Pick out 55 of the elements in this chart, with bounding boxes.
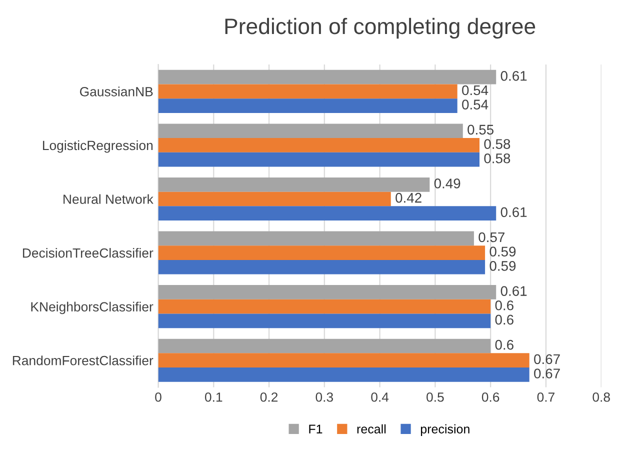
data-label: 0.54 [462, 100, 488, 110]
x-tick-label: 0.5 [426, 392, 444, 402]
legend-label: recall [357, 424, 386, 434]
data-label: 0.59 [490, 246, 516, 257]
x-tick-label: 0.1 [204, 392, 222, 402]
data-label: 0.6 [495, 300, 514, 310]
data-label: 0.59 [490, 261, 516, 271]
y-tick-label: GaussianNB [80, 86, 153, 96]
bar [158, 353, 530, 368]
data-label: 0.57 [478, 232, 504, 242]
bar [158, 246, 486, 260]
x-tick-label: 0.6 [482, 392, 500, 402]
x-tick-label: 0 [155, 392, 162, 402]
bar [158, 368, 530, 382]
data-label: 0.58 [484, 139, 510, 149]
x-tick-label: 0.3 [316, 392, 334, 402]
bar [158, 285, 496, 300]
bar [158, 206, 496, 221]
data-label: 0.61 [500, 286, 527, 296]
data-label: 0.55 [468, 124, 494, 135]
bar [158, 98, 458, 113]
bar [158, 177, 430, 192]
y-tick-label: LogisticRegression [43, 140, 153, 153]
bar [158, 124, 463, 138]
y-tick-label: KNeighborsClassifier [31, 302, 154, 314]
data-label: 0.6 [495, 314, 514, 325]
data-label: 0.42 [396, 192, 422, 203]
x-tick-label: 0.4 [371, 392, 389, 402]
y-tick-label: DecisionTreeClassifier [22, 248, 154, 258]
bar [158, 152, 480, 167]
legend-label: precision [420, 424, 470, 436]
data-label: 0.54 [462, 85, 488, 96]
data-label: 0.61 [500, 207, 527, 218]
bar [158, 299, 491, 314]
data-label: 0.58 [484, 153, 510, 164]
bar [158, 314, 491, 328]
y-tick-label: Neural Network [64, 194, 154, 204]
data-label: 0.67 [534, 368, 560, 378]
data-label: 0.67 [534, 354, 560, 364]
bar [158, 192, 391, 206]
bar [158, 70, 496, 84]
bar [158, 338, 491, 354]
data-label: 0.49 [434, 178, 460, 188]
data-label: 0.6 [495, 340, 514, 350]
bar [158, 231, 474, 246]
x-tick-label: 0.7 [537, 392, 554, 402]
x-tick-label: 0.2 [260, 392, 278, 402]
data-label: 0.61 [500, 70, 527, 81]
chart-title: Prediction of completing degree [225, 18, 536, 39]
bar [158, 84, 458, 99]
x-tick-label: 0.8 [592, 392, 610, 402]
y-tick-label: RandomForestClassifier [12, 356, 154, 366]
bar [158, 138, 480, 152]
bar [158, 260, 486, 274]
legend-label: F1 [309, 424, 322, 434]
